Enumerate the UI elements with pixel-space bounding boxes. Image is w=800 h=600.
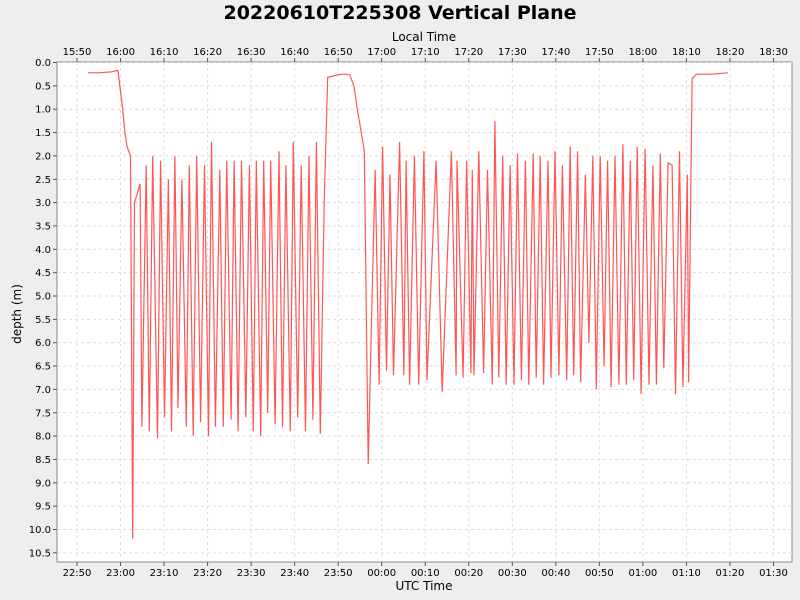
- utc-tick-label: 00:50: [585, 568, 614, 579]
- chart-title: 20220610T225308 Vertical Plane: [223, 2, 576, 24]
- y-tick-label: 1.5: [35, 128, 51, 139]
- local-tick-label: 18:20: [716, 47, 745, 58]
- y-tick-label: 2.0: [35, 151, 51, 162]
- utc-tick-label: 00:10: [411, 568, 440, 579]
- depth-axis-title: depth (m): [10, 284, 24, 344]
- y-tick-label: 10.5: [29, 548, 51, 559]
- utc-tick-label: 01:00: [628, 568, 657, 579]
- local-tick-label: 17:50: [585, 47, 614, 58]
- y-tick-label: 7.0: [35, 385, 51, 396]
- y-tick-label: 6.0: [35, 338, 51, 349]
- depth-series-line: [87, 69, 728, 539]
- y-tick-label: 2.5: [35, 175, 51, 186]
- y-tick-label: 10.0: [29, 525, 51, 536]
- local-tick-label: 17:30: [498, 47, 527, 58]
- utc-tick-label: 00:20: [454, 568, 483, 579]
- local-tick-label: 17:10: [411, 47, 440, 58]
- y-tick-label: 8.0: [35, 432, 51, 443]
- utc-tick-label: 23:40: [280, 568, 309, 579]
- local-time-axis-title: Local Time: [392, 30, 456, 44]
- utc-tick-label: 01:30: [759, 568, 788, 579]
- local-tick-label: 18:10: [672, 47, 701, 58]
- local-tick-label: 16:40: [280, 47, 309, 58]
- utc-time-axis-title: UTC Time: [396, 579, 453, 593]
- local-tick-label: 16:50: [324, 47, 353, 58]
- y-axis-ticks: 0.0 0.5 1.0 1.5 2.0 2.5 3.0 3.5 4.0 4.5 5.0 5.5 6.0 6…: [29, 58, 57, 559]
- y-tick-label: 8.5: [35, 455, 51, 466]
- y-tick-label: 5.0: [35, 292, 51, 303]
- y-tick-label: 0.0: [35, 58, 51, 69]
- utc-tick-label: 22:50: [63, 568, 92, 579]
- utc-tick-label: 23:50: [324, 568, 353, 579]
- local-tick-label: 18:00: [628, 47, 657, 58]
- local-tick-label: 17:40: [541, 47, 570, 58]
- utc-tick-label: 23:20: [193, 568, 222, 579]
- utc-tick-label: 23:30: [237, 568, 266, 579]
- utc-tick-label: 01:10: [672, 568, 701, 579]
- utc-tick-label: 01:20: [716, 568, 745, 579]
- utc-tick-label: 23:00: [106, 568, 135, 579]
- utc-tick-label: 00:00: [367, 568, 396, 579]
- y-tick-label: 9.0: [35, 478, 51, 489]
- y-tick-label: 0.5: [35, 81, 51, 92]
- utc-axis-ticks: 22:50 23:00 23:10 23:20 23:30 23:40 23:50 00:00…: [63, 562, 788, 579]
- utc-tick-label: 00:40: [541, 568, 570, 579]
- local-tick-label: 15:50: [63, 47, 92, 58]
- local-axis-ticks: 15:50 16:00 16:10 16:20 16:30 16:40 16:50 17:00…: [63, 47, 788, 62]
- y-tick-label: 4.5: [35, 268, 51, 279]
- y-tick-label: 4.0: [35, 245, 51, 256]
- y-tick-label: 3.0: [35, 198, 51, 209]
- local-tick-label: 17:20: [454, 47, 483, 58]
- y-tick-label: 5.5: [35, 315, 51, 326]
- local-tick-label: 17:00: [367, 47, 396, 58]
- y-tick-label: 6.5: [35, 362, 51, 373]
- local-tick-label: 18:30: [759, 47, 788, 58]
- y-tick-label: 1.0: [35, 105, 51, 116]
- y-tick-label: 9.5: [35, 502, 51, 513]
- local-tick-label: 16:10: [150, 47, 179, 58]
- y-tick-label: 3.5: [35, 221, 51, 232]
- utc-tick-label: 00:30: [498, 568, 527, 579]
- local-tick-label: 16:00: [106, 47, 135, 58]
- y-tick-label: 7.5: [35, 408, 51, 419]
- local-tick-label: 16:20: [193, 47, 222, 58]
- local-tick-label: 16:30: [237, 47, 266, 58]
- utc-tick-label: 23:10: [150, 568, 179, 579]
